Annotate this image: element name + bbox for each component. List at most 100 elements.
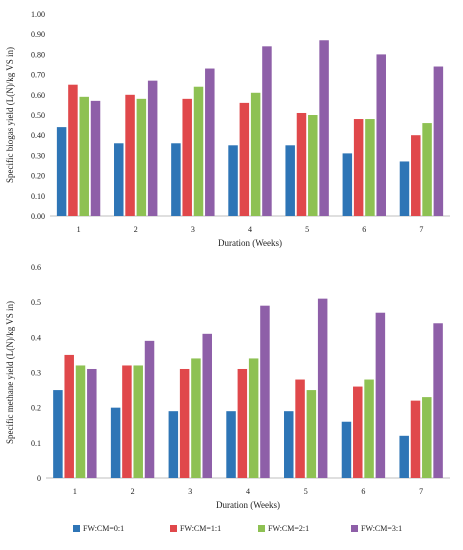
bar <box>375 312 386 478</box>
bar <box>228 145 238 216</box>
bar <box>237 368 248 478</box>
y-tick-label: 0.30 <box>31 151 45 160</box>
x-tick-label: 3 <box>191 225 195 234</box>
bar <box>262 46 272 216</box>
bar <box>53 390 63 478</box>
x-tick-label: 7 <box>419 225 423 234</box>
y-tick-label: 0.40 <box>31 131 45 140</box>
x-tick-label: 6 <box>361 487 365 496</box>
bar <box>399 435 409 478</box>
bar <box>79 96 89 216</box>
bar <box>114 143 124 216</box>
bar <box>284 411 294 478</box>
y-axis-title: Specific biogas yield (L(N)/kg VS in) <box>5 47 15 183</box>
bar <box>110 407 121 478</box>
bar <box>410 400 421 478</box>
bar <box>260 305 270 478</box>
bar <box>56 127 67 216</box>
bar <box>75 365 86 478</box>
bar <box>433 66 444 217</box>
bar <box>422 123 432 216</box>
bar <box>317 298 328 478</box>
legend: FW:CM=0:1 FW:CM=1:1 FW:CM=2:1 FW:CM=3:1 <box>73 524 402 533</box>
y-tick-label: 0.80 <box>31 50 45 59</box>
bar <box>147 80 158 216</box>
bar <box>319 40 329 217</box>
bar <box>433 323 443 478</box>
legend-entry: FW:CM=2:1 <box>268 524 309 533</box>
bar <box>191 358 201 478</box>
x-tick-label: 5 <box>305 225 309 234</box>
bar <box>144 340 155 478</box>
bar <box>226 411 236 478</box>
bar <box>68 84 78 216</box>
bar <box>353 119 364 216</box>
bar <box>306 390 317 478</box>
bar <box>125 94 135 216</box>
bar <box>308 115 318 216</box>
legend-entry: FW:CM=1:1 <box>180 524 221 533</box>
bar <box>364 379 374 478</box>
bar <box>133 365 143 478</box>
bar <box>122 365 132 478</box>
bar <box>341 421 352 478</box>
y-tick-label: 0.10 <box>31 192 45 201</box>
bar <box>295 379 305 478</box>
bar <box>248 358 259 478</box>
x-axis-title: Duration (Weeks) <box>216 500 280 510</box>
bar <box>342 153 353 216</box>
bar <box>353 386 363 478</box>
x-tick-label: 7 <box>419 487 423 496</box>
legend-swatch <box>351 525 358 532</box>
legend-swatch <box>170 525 177 532</box>
bar <box>202 333 212 478</box>
bar <box>422 397 432 478</box>
x-tick-label: 1 <box>77 225 81 234</box>
bar <box>171 143 181 216</box>
bar <box>182 98 192 216</box>
x-tick-label: 2 <box>131 487 135 496</box>
y-tick-label: 0.90 <box>31 30 45 39</box>
y-tick-label: 0.6 <box>31 263 41 272</box>
legend-entry: FW:CM=0:1 <box>83 524 124 533</box>
y-tick-label: 0.4 <box>31 333 41 342</box>
bar <box>90 100 101 216</box>
y-tick-label: 0.60 <box>31 91 45 100</box>
x-tick-label: 6 <box>362 225 366 234</box>
x-axis-title: Duration (Weeks) <box>218 238 282 248</box>
bar <box>399 161 410 216</box>
bar <box>285 145 295 216</box>
bar <box>411 135 421 216</box>
y-tick-label: 0.5 <box>31 298 41 307</box>
bar <box>376 54 386 217</box>
bar <box>239 102 250 216</box>
y-tick-label: 0.20 <box>31 172 45 181</box>
x-tick-label: 5 <box>304 487 308 496</box>
legend-entry: FW:CM=3:1 <box>361 524 402 533</box>
x-tick-label: 2 <box>134 225 138 234</box>
bar <box>193 86 204 216</box>
y-tick-label: 0.2 <box>31 404 41 413</box>
bar <box>365 119 375 216</box>
y-axis-title: Specific methane yield (L(N)/kg VS in) <box>5 301 15 444</box>
legend-swatch <box>258 525 265 532</box>
bar <box>136 98 147 216</box>
legend-swatch <box>73 525 80 532</box>
bar <box>179 368 190 478</box>
bar <box>87 368 97 478</box>
x-tick-label: 3 <box>188 487 192 496</box>
y-tick-label: 0.50 <box>31 111 45 120</box>
x-tick-label: 4 <box>246 487 250 496</box>
biogas-yield-chart: 0.00 0.10 0.20 0.30 0.40 0.50 0.60 0.70 0.80 0.90… <box>5 10 450 248</box>
bar <box>296 112 307 216</box>
methane-yield-chart: 0 0.1 0.2 0.3 0.4 0.5 0.6 1 2 3 4 5 6 7 Duration (Week… <box>5 263 450 510</box>
y-tick-label: 0.3 <box>31 369 41 378</box>
bar <box>64 354 74 478</box>
bar <box>205 68 215 216</box>
y-tick-label: 1.00 <box>31 10 45 19</box>
y-tick-label: 0.1 <box>31 439 41 448</box>
x-tick-label: 4 <box>248 225 252 234</box>
x-tick-label: 1 <box>73 487 77 496</box>
y-tick-label: 0 <box>37 474 41 483</box>
